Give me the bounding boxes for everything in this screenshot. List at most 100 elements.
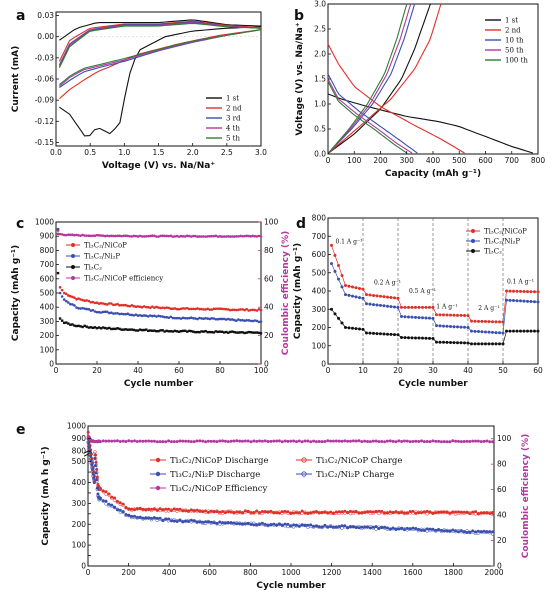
point-c-0 <box>99 301 103 305</box>
point-c-3 <box>108 234 111 238</box>
legend-c-1-label: Ti₃C₂/Ni₂P <box>84 253 120 261</box>
point-c-2 <box>116 327 119 330</box>
point-c-2 <box>251 331 254 334</box>
point-c-1 <box>259 320 263 323</box>
y2-tick-label: 40 <box>264 303 274 312</box>
point-c-1 <box>216 317 220 321</box>
point-e-3 <box>203 521 208 526</box>
point-e-1 <box>93 450 97 454</box>
point-e-2 <box>178 518 182 522</box>
point-c-1 <box>214 317 218 321</box>
point-c-1 <box>210 317 214 320</box>
point-e-4 <box>118 440 122 444</box>
point-c-3 <box>161 234 164 238</box>
point-e-4 <box>479 440 483 444</box>
point-c-3 <box>257 234 261 238</box>
point-e-1 <box>229 509 233 513</box>
point-e-0 <box>289 511 293 515</box>
point-e-4 <box>147 439 151 443</box>
y-tick-label: 900 <box>72 434 87 443</box>
point-e-4 <box>255 439 259 443</box>
point-c-0 <box>128 304 132 308</box>
point-c-3 <box>89 234 93 238</box>
point-c-0 <box>146 305 150 309</box>
cv-curve-4th-cathodic <box>59 29 262 87</box>
point-c-3 <box>157 235 160 238</box>
point-e-4 <box>152 439 156 443</box>
point-c-3 <box>128 235 132 238</box>
point-e-4 <box>425 439 429 443</box>
point-c-1 <box>77 307 80 310</box>
point-c-0 <box>206 307 209 311</box>
point-e-4 <box>456 439 460 443</box>
point-c-2 <box>108 326 111 330</box>
point-e-4 <box>141 439 145 443</box>
point-e-3 <box>115 507 120 512</box>
point-e-3 <box>394 527 398 532</box>
point-c-2 <box>122 328 125 331</box>
point-c-1 <box>116 311 119 315</box>
point-c-1 <box>122 312 125 316</box>
point-e-4 <box>394 440 398 444</box>
point-e-2 <box>337 525 341 529</box>
rate-label: 2 A g⁻¹ <box>478 305 499 312</box>
point-c-1 <box>140 314 144 318</box>
legend-d-2-marker <box>471 249 475 253</box>
point-c-1 <box>97 310 101 314</box>
point-c-1 <box>79 307 82 310</box>
point-c-1 <box>237 318 240 321</box>
point-e-4 <box>323 440 327 444</box>
point-c-2 <box>67 322 70 325</box>
point-e-4 <box>223 439 227 443</box>
point-e-3 <box>158 517 162 521</box>
point-e-3 <box>96 495 101 500</box>
point-c-1 <box>138 313 142 317</box>
point-e-3 <box>414 527 418 531</box>
point-e-0 <box>482 511 486 515</box>
point-c-2 <box>175 330 179 333</box>
point-c-1 <box>146 315 150 318</box>
point-e-2 <box>476 529 480 533</box>
point-e-4 <box>334 439 338 443</box>
panel-e-frame <box>87 425 495 567</box>
point-e-0 <box>346 511 350 515</box>
point-c-3 <box>222 235 226 238</box>
point-e-0 <box>277 511 281 515</box>
point-e-2 <box>439 528 443 532</box>
point-c-0 <box>183 307 187 310</box>
legend-e-3-marker <box>301 471 307 477</box>
point-e-4 <box>422 440 426 444</box>
point-c-0 <box>237 308 240 312</box>
point-c-1 <box>161 315 164 318</box>
point-c-3 <box>192 234 195 238</box>
point-e-1 <box>110 496 114 500</box>
point-c-2 <box>132 328 136 332</box>
point-e-3 <box>86 440 90 445</box>
x-axis-label: Capacity (mAh g⁻¹) <box>385 169 481 179</box>
point-c-2 <box>136 329 140 332</box>
point-c-3 <box>247 234 250 238</box>
point-e-3 <box>237 521 242 525</box>
point-c-0 <box>169 307 173 311</box>
x-tick-label: 100 <box>347 156 362 165</box>
legend-e-3-label: Ti₃C₂/Ni₂P Charge <box>316 470 394 480</box>
y-tick-label: 100 <box>40 345 55 354</box>
point-e-4 <box>340 439 344 443</box>
point-c-2 <box>83 324 86 328</box>
y-tick-label: 400 <box>312 287 327 296</box>
point-e-4 <box>374 439 378 443</box>
point-c-3 <box>226 235 230 238</box>
point-c-2 <box>130 328 134 331</box>
legend-a-2-label: 3 rd <box>226 115 241 123</box>
y-tick-label: 900 <box>40 232 55 241</box>
point-e-4 <box>482 439 486 443</box>
point-e-4 <box>127 439 131 443</box>
point-e-4 <box>266 440 270 444</box>
point-c-2 <box>214 330 218 333</box>
point-e-2 <box>346 526 350 530</box>
point-e-1 <box>280 511 285 516</box>
point-e-4 <box>235 439 239 443</box>
point-e-2 <box>411 526 415 530</box>
point-e-2 <box>306 523 310 527</box>
x-tick-label: 700 <box>505 156 520 165</box>
